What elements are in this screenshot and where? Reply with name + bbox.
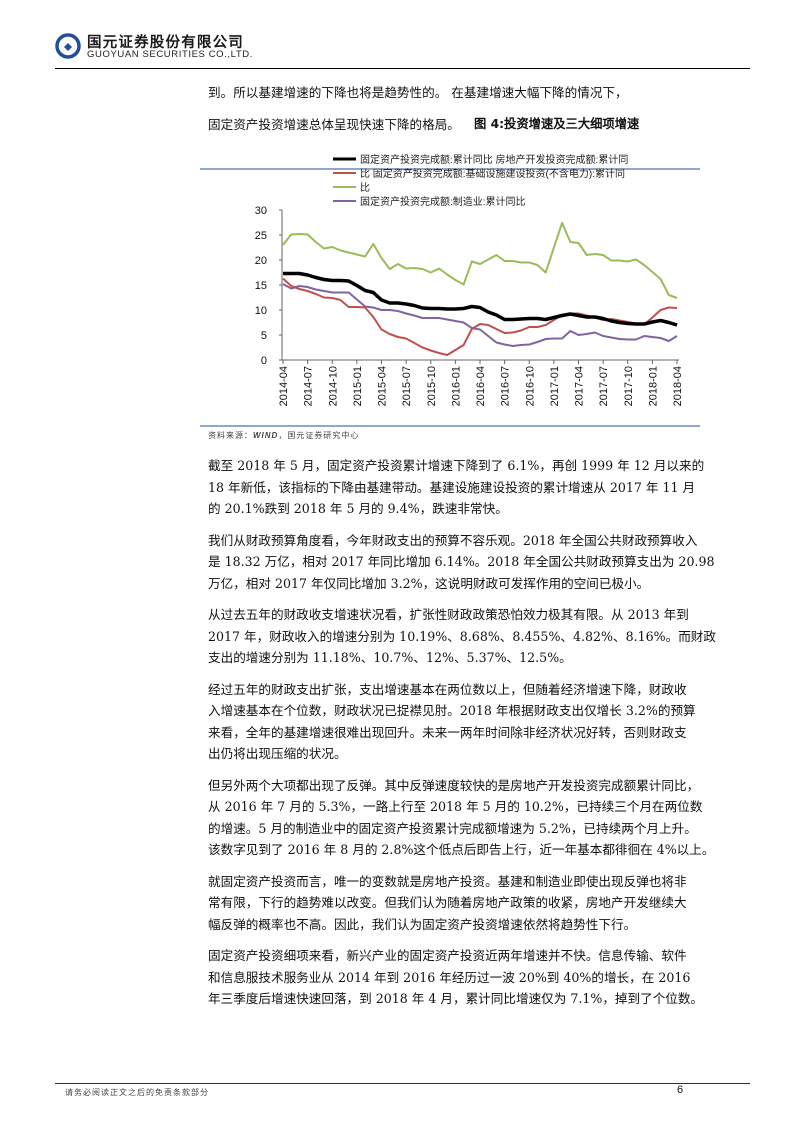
chart-axes: 0 5 10 15 20 25 30 2014-04 2014-07 2014-10 2015-01… xyxy=(255,205,684,406)
paragraph-line: 的增速。5 月的制造业中的固定资产投资累计完成额增速为 5.2%，已持续两个月上… xyxy=(208,820,697,836)
legend-label: 比 固定资产投资完成额:基础设施建设投资(不含电力):累计同 xyxy=(360,167,625,180)
x-tick-label: 2017-10 xyxy=(623,366,635,406)
x-tick-label: 2018-04 xyxy=(672,366,684,406)
legend-label: 比 xyxy=(360,182,370,194)
footer-divider xyxy=(55,1083,750,1084)
x-tick-label: 2016-04 xyxy=(475,366,487,406)
x-tick-label: 2016-10 xyxy=(524,366,536,406)
paragraph: 经过五年的财政支出扩张，支出增速基本在两位数以上，但随着经济增速下降，财政收 入增… xyxy=(208,679,696,765)
paragraph-line: 来看，全年的基建增速很难出现回升。未来一两年时间除非经济状况好转，否则财政支 xyxy=(208,724,687,740)
intro-line: 到。所以基建增速的下降也将是趋势性的。 在基建增速大幅下降的情况下， xyxy=(208,85,628,100)
chart-legend: 固定资产投资完成额:累计同比 房地产开发投资完成额:累计同比 固定资产投资完成额… xyxy=(333,153,628,208)
x-tick-label: 2016-07 xyxy=(500,366,512,406)
paragraph-line: 就固定资产投资而言，唯一的变数就是房地产投资。基建和制造业即使出现反弹也将非 xyxy=(208,873,687,889)
series-line xyxy=(283,271,678,327)
source-rest: ，国元证券研究中心 xyxy=(278,431,360,440)
x-tick-label: 2015-01 xyxy=(352,366,364,406)
x-tick-label: 2018-01 xyxy=(647,366,659,406)
x-tick-label: 2017-01 xyxy=(549,366,561,406)
intro-text-2: 固定资产投资增速总体呈现快速下降的格局。 xyxy=(208,114,463,136)
x-tick-label: 2014-07 xyxy=(303,366,315,406)
paragraph-line: 支出的增速分别为 11.18%、10.7%、12%、5.37%、12.5%。 xyxy=(208,650,572,665)
paragraph-line: 从 2016 年 7 月的 5.3%，一路上行至 2018 年 5 月的 10.… xyxy=(208,799,703,814)
series-line xyxy=(282,222,678,299)
source-wind: WIND xyxy=(253,431,279,440)
figure-title: 图 4:投资增速及三大细项增速 xyxy=(474,117,640,131)
paragraph-line: 经过五年的财政支出扩张，支出增速基本在两位数以上，但随着经济增速下降，财政收 xyxy=(208,681,687,697)
intro-text: 到。所以基建增速的下降也将是趋势性的。 在基建增速大幅下降的情况下， xyxy=(208,82,686,104)
y-tick-label: 25 xyxy=(255,230,267,242)
y-tick-label: 5 xyxy=(261,330,267,342)
paragraph-line: 入增速基本在个位数，财政状况已捉襟见肘。2018 年根据财政支出仅增长 3.2%… xyxy=(208,703,696,718)
paragraph-line: 年三季度后增速快速回落，到 2018 年 4 月，累计同比增速仅为 7.1%，掉… xyxy=(208,991,704,1006)
y-tick-label: 15 xyxy=(255,280,267,292)
paragraph-line: 的 20.1%跌到 2018 年 5 月的 9.4%，跌速非常快。 xyxy=(208,501,508,516)
x-tick-label: 2014-10 xyxy=(327,366,339,406)
paragraph-line: 和信息服技术服务业从 2014 年到 2016 年经历过一波 20%到 40%的… xyxy=(208,969,691,985)
source-label: 资料来源： xyxy=(208,431,253,440)
x-tick-label: 2014-04 xyxy=(278,366,290,406)
paragraph: 截至 2018 年 5 月，固定资产投资累计增速下降到了 6.1%，再创 199… xyxy=(208,455,705,520)
y-tick-label: 30 xyxy=(255,205,267,217)
paragraph-line: 固定资产投资细项来看，新兴产业的固定资产投资近两年增速并不快。信息传输、软件 xyxy=(208,948,687,963)
y-tick-label: 20 xyxy=(255,255,267,267)
paragraph-line: 该数字见到了 2016 年 8 月的 2.8%这个低点后即告上行，近一年基本都徘… xyxy=(208,842,715,857)
paragraph-line: 但另外两个大项都出现了反弹。其中反弹速度较快的是房地产开发投资完成额累计同比， xyxy=(208,777,700,793)
paragraph: 就固定资产投资而言，唯一的变数就是房地产投资。基建和制造业即使出现反弹也将非 常有… xyxy=(208,871,687,936)
x-tick-label: 2016-01 xyxy=(450,366,462,406)
legend-label: 固定资产投资完成额:制造业:累计同比 xyxy=(360,195,526,208)
paragraph-line: 从过去五年的财政收支增速状况看，扩张性财政政策恐怕效力极其有限。从 2013 年… xyxy=(208,607,689,622)
paragraph: 但另外两个大项都出现了反弹。其中反弹速度较快的是房地产开发投资完成额累计同比， 从… xyxy=(208,775,715,861)
investment-growth-chart: 固定资产投资完成额:累计同比 房地产开发投资完成额:累计同比 固定资产投资完成额… xyxy=(200,153,700,427)
y-tick-label: 0 xyxy=(261,355,267,367)
paragraph-line: 常有限，下行的趋势难以改变。但我们认为随着房地产政策的收紧，房地产开发继续大 xyxy=(208,895,687,910)
paragraph-line: 18 年新低，该指标的下降由基建带动。基建设施建设投资的累计增速从 2017 年… xyxy=(208,479,696,495)
body-paragraphs: 截至 2018 年 5 月，固定资产投资累计增速下降到了 6.1%，再创 199… xyxy=(208,455,716,1020)
x-tick-label: 2017-07 xyxy=(598,366,610,406)
paragraph-line: 2017 年，财政收入的增速分别为 10.19%、8.68%、8.455%、4.… xyxy=(208,628,716,644)
figure-source: 资料来源：WIND，国元证券研究中心 xyxy=(208,430,359,441)
footer-disclaimer: 请务必阅读正文之后的免责条款部分 xyxy=(65,1088,209,1097)
y-tick-label: 10 xyxy=(255,305,267,317)
series-line xyxy=(282,283,678,347)
paragraph: 我们从财政预算角度看，今年财政支出的预算不容乐观。2018 年全国公共财政预算收… xyxy=(208,530,715,595)
series-line xyxy=(282,277,678,356)
x-tick-label: 2015-04 xyxy=(377,366,389,406)
page-number: 6 xyxy=(677,1084,684,1096)
x-tick-label: 2017-04 xyxy=(574,366,586,406)
paragraph-line: 我们从财政预算角度看，今年财政支出的预算不容乐观。2018 年全国公共财政预算收… xyxy=(208,532,698,548)
intro-line: 固定资产投资增速总体呈现快速下降的格局。 xyxy=(208,117,460,132)
header-divider xyxy=(55,68,750,69)
paragraph: 固定资产投资细项来看，新兴产业的固定资产投资近两年增速并不快。信息传输、软件 和信… xyxy=(208,945,704,1010)
company-name-en: GUOYUAN SECURITIES CO.,LTD. xyxy=(87,49,253,60)
paragraph: 从过去五年的财政收支增速状况看，扩张性财政政策恐怕效力极其有限。从 2013 年… xyxy=(208,604,716,669)
x-tick-label: 2015-10 xyxy=(426,366,438,406)
paragraph-line: 出仍将出现压缩的状况。 xyxy=(208,746,347,761)
chart-series xyxy=(282,222,678,356)
paragraph-line: 截至 2018 年 5 月，固定资产投资累计增速下降到了 6.1%，再创 199… xyxy=(208,458,705,473)
paragraph-line: 万亿，相对 2017 年仅同比增加 3.2%，这说明财政可发挥作用的空间已极小。 xyxy=(208,575,650,591)
company-name-cn: 国元证券股份有限公司 xyxy=(87,35,244,51)
x-tick-label: 2015-07 xyxy=(401,366,413,406)
paragraph-line: 是 18.32 万亿，相对 2017 年同比增加 6.14%。2018 年全国公… xyxy=(208,554,715,569)
guoyuan-logo-icon xyxy=(55,33,81,59)
legend-label: 固定资产投资完成额:累计同比 房地产开发投资完成额:累计同 xyxy=(360,153,628,166)
paragraph-line: 幅反弹的概率也不高。因此，我们认为固定资产投资增速依然将趋势性下行。 xyxy=(208,916,637,932)
